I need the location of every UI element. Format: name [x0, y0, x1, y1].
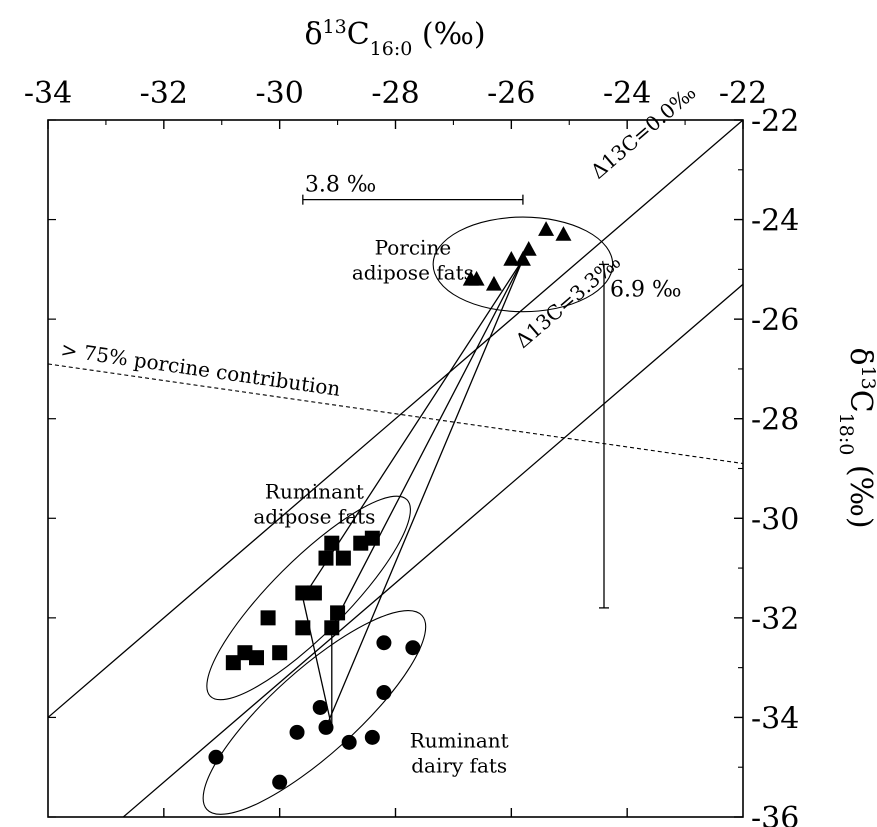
x-tick-label: -32 [140, 76, 188, 111]
triangle-point [538, 221, 554, 236]
y-tick-label: -26 [751, 303, 799, 338]
circle-point [313, 700, 328, 715]
x-tick-label: -26 [487, 76, 535, 111]
y-tick-label: -28 [751, 403, 799, 438]
plot-frame [48, 120, 743, 817]
connector-line [332, 259, 523, 627]
group-label: Ruminant [265, 479, 364, 503]
circle-point [376, 635, 391, 650]
circle-point [365, 730, 380, 745]
triangle-point [521, 241, 537, 256]
y-tick-label: -32 [751, 602, 799, 637]
x-tick-label: -28 [371, 76, 419, 111]
circle-point [342, 735, 357, 750]
range-label-horizontal: 3.8 ‰ [305, 173, 377, 198]
circle-point [376, 685, 391, 700]
y-tick-label: -30 [751, 502, 799, 537]
square-point [261, 610, 276, 625]
plot-area [48, 120, 743, 827]
group-label: dairy fats [411, 753, 507, 777]
group-label: adipose fats [352, 260, 474, 284]
square-point [324, 620, 339, 635]
x-tick-label: -34 [24, 76, 72, 111]
square-point [336, 551, 351, 566]
reference-line [48, 120, 743, 717]
circle-point [272, 775, 287, 790]
square-point [295, 620, 310, 635]
square-point [226, 655, 241, 670]
x-axis-title: δ13C16:0 (‰) [304, 16, 485, 60]
square-point [249, 650, 264, 665]
group-label: Ruminant [410, 728, 509, 752]
y-axis-title: δ13C18:0 (‰) [835, 347, 877, 528]
triangle-point [555, 226, 571, 241]
group-label: Porcine [375, 235, 452, 259]
porcine-contribution-label: > 75% porcine contribution [59, 337, 342, 401]
square-point [324, 536, 339, 551]
y-tick-label: -24 [751, 204, 799, 239]
x-tick-label: -24 [603, 76, 651, 111]
square-point [307, 585, 322, 600]
square-point [365, 531, 380, 546]
circle-point [319, 720, 334, 735]
range-label-vertical: 6.9 ‰ [610, 277, 682, 302]
y-tick-label: -22 [751, 104, 799, 139]
y-tick-label: -34 [751, 701, 799, 736]
circle-point [208, 750, 223, 765]
square-point [319, 551, 334, 566]
group-label: adipose fats [253, 504, 375, 528]
circle-point [405, 640, 420, 655]
reference-line [48, 364, 743, 464]
square-point [330, 605, 345, 620]
square-point [272, 645, 287, 660]
triangle-point [486, 276, 502, 291]
x-tick-label: -30 [256, 76, 304, 111]
circle-point [290, 725, 305, 740]
y-tick-label: -36 [751, 801, 799, 827]
